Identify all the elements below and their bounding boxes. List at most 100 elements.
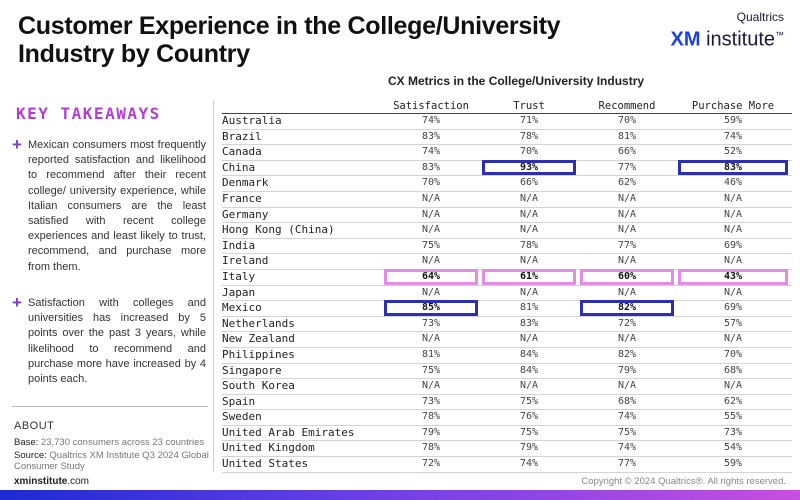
metric-cell: N/A xyxy=(421,192,441,204)
table-row: Denmark 70% 66% 62% 46% xyxy=(222,176,792,192)
source-value: Qualtrics XM Institute Q3 2024 Global Co… xyxy=(14,450,209,472)
metric-cell: 74% xyxy=(519,458,539,470)
metric-cell: N/A xyxy=(723,380,743,392)
metric-cell: 66% xyxy=(617,146,637,158)
metric-cell: N/A xyxy=(519,333,539,345)
table-row: Singapore 75% 84% 79% 68% xyxy=(222,364,792,380)
site-link[interactable]: xminstitute.com xyxy=(14,476,89,487)
footer-gradient-bar xyxy=(0,490,800,500)
metric-cell: 83% xyxy=(519,317,539,329)
metric-cell: 77% xyxy=(617,458,637,470)
metric-cell: 79% xyxy=(617,364,637,376)
brand-logo: Qualtrics XM institute™ xyxy=(671,10,784,51)
metric-cell: 73% xyxy=(421,395,441,407)
site-rest: .com xyxy=(67,476,90,487)
site-bold: xminstitute xyxy=(14,476,68,487)
metric-cell: N/A xyxy=(723,286,743,298)
max-highlight-box xyxy=(678,159,788,176)
metric-cell: 57% xyxy=(723,317,743,329)
metric-cell: 55% xyxy=(723,411,743,423)
metric-cell: 81% xyxy=(421,348,441,360)
country-cell: United Arab Emirates xyxy=(222,425,355,439)
table-row: South Korea N/A N/A N/A N/A xyxy=(222,379,792,395)
metric-cell: 78% xyxy=(519,130,539,142)
metrics-table: Satisfaction Trust Recommend Purchase Mo… xyxy=(222,98,792,473)
table-row: China 83% 93% 77% 83% xyxy=(222,161,792,177)
table-row: Spain 73% 75% 68% 62% xyxy=(222,395,792,411)
metric-cell: N/A xyxy=(617,380,637,392)
metric-cell: 93% xyxy=(519,161,539,173)
max-highlight-box xyxy=(384,300,478,316)
metric-cell: N/A xyxy=(519,192,539,204)
metric-cell: 75% xyxy=(519,426,539,438)
country-cell: Japan xyxy=(222,285,256,299)
metric-cell: N/A xyxy=(421,208,441,220)
brand-rest: institute xyxy=(700,28,775,51)
table-title: CX Metrics in the College/University Ind… xyxy=(388,74,645,88)
metric-cell: N/A xyxy=(519,208,539,220)
metric-cell: N/A xyxy=(519,224,539,236)
country-cell: Denmark xyxy=(222,176,269,190)
country-cell: Germany xyxy=(222,207,269,221)
country-cell: Hong Kong (China) xyxy=(222,223,335,237)
country-cell: Ireland xyxy=(222,254,269,268)
table-row: Brazil 83% 78% 81% 74% xyxy=(222,130,792,146)
metric-cell: 83% xyxy=(723,161,743,173)
header-trust: Trust xyxy=(513,100,545,112)
min-highlight-box xyxy=(384,268,478,285)
table-row: Sweden 78% 76% 74% 55% xyxy=(222,410,792,426)
country-cell: Canada xyxy=(222,145,262,159)
table-row: France N/A N/A N/A N/A xyxy=(222,192,792,208)
max-highlight-box xyxy=(580,300,674,316)
table-header: Satisfaction Trust Recommend Purchase Mo… xyxy=(222,98,792,114)
country-cell: Sweden xyxy=(222,410,262,424)
min-highlight-box xyxy=(678,268,788,285)
plus-icon: + xyxy=(12,293,22,312)
metric-cell: N/A xyxy=(617,208,637,220)
table-row: Italy 64% 61% 60% 43% xyxy=(222,270,792,286)
metric-cell: 84% xyxy=(519,364,539,376)
metric-cell: N/A xyxy=(617,255,637,267)
metric-cell: 43% xyxy=(723,270,743,282)
country-cell: Spain xyxy=(222,394,256,408)
source-note: Source: Qualtrics XM Institute Q3 2024 G… xyxy=(14,450,210,472)
country-cell: Brazil xyxy=(222,129,262,143)
panel-divider xyxy=(213,100,214,472)
metric-cell: 75% xyxy=(617,426,637,438)
metric-cell: 82% xyxy=(617,348,637,360)
table-row: Mexico 85% 81% 82% 69% xyxy=(222,301,792,317)
metric-cell: 46% xyxy=(723,177,743,189)
metric-cell: N/A xyxy=(617,286,637,298)
country-cell: France xyxy=(222,191,262,205)
table-row: Philippines 81% 84% 82% 70% xyxy=(222,348,792,364)
metric-cell: 72% xyxy=(617,317,637,329)
metric-cell: 79% xyxy=(421,426,441,438)
header-country xyxy=(222,98,382,113)
metric-cell: 77% xyxy=(617,239,637,251)
metric-cell: 61% xyxy=(519,270,539,282)
metric-cell: 68% xyxy=(617,395,637,407)
metric-cell: 71% xyxy=(519,115,539,126)
metric-cell: N/A xyxy=(421,333,441,345)
metric-cell: 73% xyxy=(421,317,441,329)
metric-cell: 75% xyxy=(421,239,441,251)
page-title: Customer Experience in the College/Unive… xyxy=(18,12,561,68)
metric-cell: 69% xyxy=(723,239,743,251)
table-row: Hong Kong (China) N/A N/A N/A N/A xyxy=(222,223,792,239)
table-row: Canada 74% 70% 66% 52% xyxy=(222,145,792,161)
metric-cell: N/A xyxy=(421,224,441,236)
base-note: Base: 23,730 consumers across 23 countri… xyxy=(14,437,210,448)
takeaways-panel: KEY TAKEAWAYS + Mexican consumers most f… xyxy=(0,78,212,488)
metric-cell: 69% xyxy=(723,302,743,314)
metric-cell: 74% xyxy=(421,146,441,158)
metric-cell: 75% xyxy=(519,395,539,407)
metric-cell: 60% xyxy=(617,270,637,282)
base-value: 23,730 consumers across 23 countries xyxy=(40,437,205,448)
metric-cell: N/A xyxy=(723,192,743,204)
metric-cell: N/A xyxy=(421,286,441,298)
metric-cell: 75% xyxy=(421,364,441,376)
metric-cell: 74% xyxy=(617,411,637,423)
metric-cell: 68% xyxy=(723,364,743,376)
metric-cell: 83% xyxy=(421,161,441,173)
metric-cell: 70% xyxy=(617,115,637,126)
